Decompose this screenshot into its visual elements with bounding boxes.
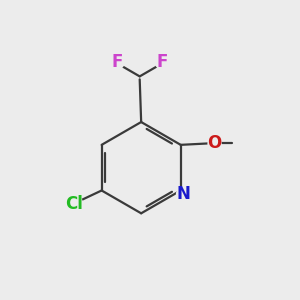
- Circle shape: [111, 56, 124, 69]
- Text: F: F: [156, 53, 167, 71]
- Text: F: F: [112, 53, 123, 71]
- Circle shape: [177, 187, 191, 201]
- Text: N: N: [177, 185, 190, 203]
- Circle shape: [65, 195, 82, 213]
- Text: O: O: [207, 134, 222, 152]
- Circle shape: [155, 56, 168, 69]
- Text: Cl: Cl: [65, 195, 82, 213]
- Circle shape: [208, 137, 221, 150]
